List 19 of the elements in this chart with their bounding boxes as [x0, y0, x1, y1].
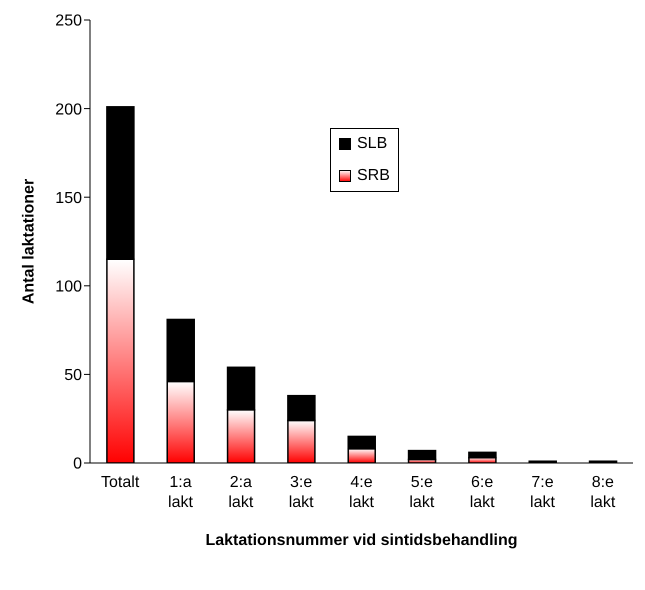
- x-tick-label: 3:e lakt: [288, 474, 314, 511]
- x-tick-label: 7:e lakt: [530, 474, 556, 511]
- y-tick-label: 250: [55, 12, 82, 30]
- x-tick-label: 5:e lakt: [409, 474, 435, 511]
- x-axis-title: Laktationsnummer vid sintidsbehandling: [205, 532, 518, 549]
- y-tick-label: 200: [55, 101, 82, 118]
- legend-label: SRB: [357, 167, 390, 185]
- x-tick-label: 4:e lakt: [349, 474, 374, 511]
- y-tick-label: 100: [55, 278, 82, 296]
- y-tick-label: 50: [64, 367, 82, 384]
- x-tick-label: 2:a lakt: [228, 474, 254, 511]
- x-tick-label: Totalt: [101, 474, 140, 491]
- y-axis-title: Antal laktationer: [20, 178, 38, 304]
- y-tick-label: 150: [55, 190, 82, 207]
- x-tick-label: 6:e lakt: [470, 474, 496, 511]
- y-tick-label: 0: [73, 456, 82, 473]
- legend-label: SLB: [357, 135, 388, 153]
- x-tick-label: 1:a lakt: [168, 474, 194, 511]
- x-tick-label: 8:e lakt: [590, 474, 616, 511]
